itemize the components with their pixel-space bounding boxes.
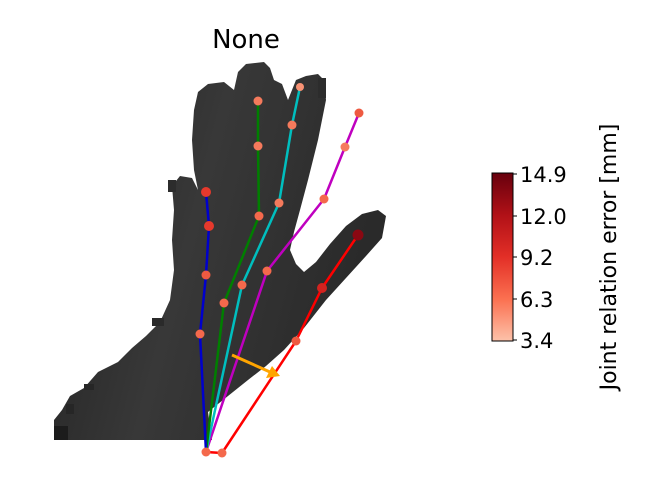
ring-joint bbox=[254, 211, 264, 221]
pinky-joint bbox=[201, 270, 211, 280]
middle-joint bbox=[237, 280, 247, 290]
ring-joint bbox=[219, 298, 229, 308]
thumb-joint bbox=[317, 283, 327, 293]
thumb-tip-joint bbox=[352, 229, 364, 241]
colorbar-tick-label: 12.0 bbox=[520, 205, 567, 229]
ring-tip-joint bbox=[253, 96, 263, 106]
colorbar-label: Joint relation error [mm] bbox=[597, 124, 622, 393]
joint-markers bbox=[195, 83, 364, 458]
middle-joint bbox=[274, 198, 284, 208]
colorbar: 14.9 12.0 9.2 6.3 3.4 Joint relation err… bbox=[491, 124, 622, 393]
colorbar-tick-label: 6.3 bbox=[520, 288, 553, 312]
colorbar-tick-label: 9.2 bbox=[520, 246, 553, 270]
pinky-joint bbox=[195, 329, 205, 339]
relation-arrow bbox=[231, 353, 280, 378]
colorbar-tick-label: 3.4 bbox=[520, 329, 553, 353]
thumb-joint bbox=[291, 336, 301, 346]
colorbar-tick-label: 14.9 bbox=[520, 163, 567, 187]
wrist-joint bbox=[201, 447, 211, 457]
thumb-joint bbox=[217, 448, 227, 458]
hand-depth-image bbox=[54, 62, 386, 440]
ring-joint bbox=[253, 141, 263, 151]
index-joint bbox=[262, 266, 272, 276]
middle-tip-joint bbox=[296, 83, 304, 91]
index-tip-joint bbox=[354, 108, 364, 118]
colorbar-gradient bbox=[491, 172, 514, 342]
index-joint bbox=[340, 142, 350, 152]
figure-title: None bbox=[212, 25, 280, 55]
index-joint bbox=[319, 194, 329, 204]
pinky-tip-joint bbox=[201, 187, 211, 197]
pinky-joint bbox=[204, 221, 214, 231]
middle-joint bbox=[287, 120, 297, 130]
